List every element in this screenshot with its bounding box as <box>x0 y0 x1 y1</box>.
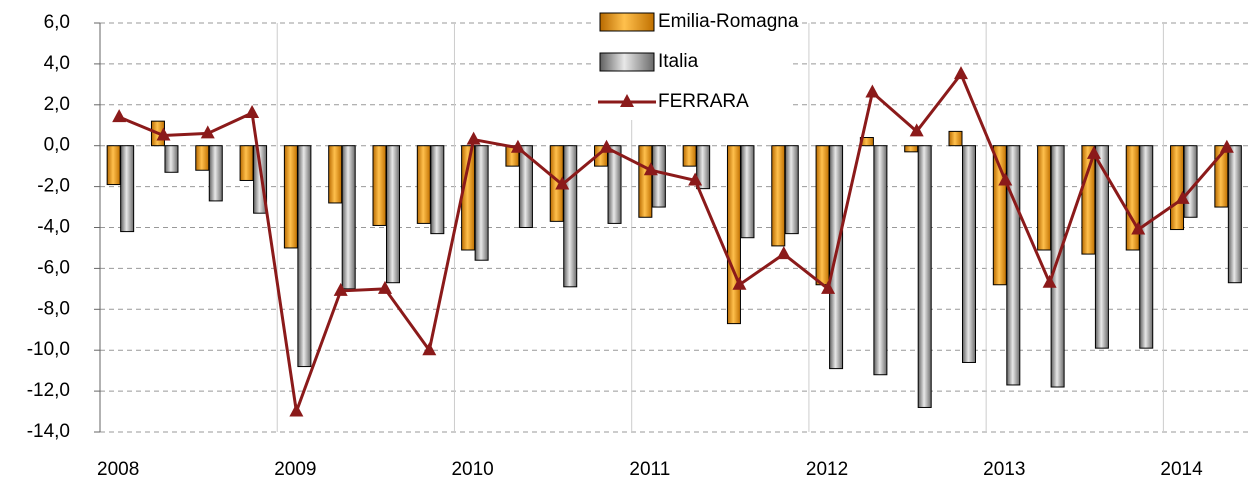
x-tick-label: 2010 <box>451 459 493 480</box>
marker <box>422 342 437 356</box>
marker <box>865 84 880 98</box>
marker <box>821 280 836 294</box>
marker <box>909 123 924 137</box>
bar <box>474 145 489 261</box>
legend-label: Emilia-Romagna <box>658 11 799 32</box>
legend-label: FERRARA <box>658 91 749 112</box>
marker <box>954 66 968 80</box>
bar <box>563 145 578 288</box>
labels: -14,0 -12,0 -10,0 -8,0 -6,0 -4,0 -2,0 0,0 2,0 4,0… <box>27 12 1203 480</box>
marker <box>643 162 658 176</box>
y-tick-label: 6,0 <box>44 12 70 33</box>
bar <box>1037 145 1052 251</box>
marker <box>333 282 348 296</box>
bar <box>120 145 135 233</box>
y-tick-label: -2,0 <box>37 176 70 197</box>
bar <box>297 145 312 368</box>
marker <box>112 109 127 123</box>
y-tick-label: -10,0 <box>27 339 70 360</box>
marker <box>289 403 304 417</box>
y-tick-label: -4,0 <box>37 217 70 238</box>
legend-label: Italia <box>658 51 699 72</box>
bar <box>784 145 799 235</box>
marker <box>1219 139 1234 153</box>
bar <box>1183 145 1198 218</box>
x-tick-label: 2008 <box>97 459 139 480</box>
marker <box>732 276 747 290</box>
y-tick-label: -14,0 <box>27 421 70 442</box>
bar <box>372 145 387 226</box>
legend-swatch <box>599 52 655 72</box>
bar <box>239 145 254 181</box>
bar <box>208 145 223 202</box>
bar <box>1170 145 1185 231</box>
marker <box>1175 190 1190 204</box>
marker <box>599 139 614 153</box>
bar <box>948 130 963 147</box>
bar <box>328 145 343 204</box>
marker <box>998 172 1013 186</box>
line <box>118 71 1228 413</box>
bar <box>106 145 121 186</box>
legend-swatch <box>599 12 655 32</box>
bar <box>771 145 786 247</box>
bar <box>1139 145 1154 349</box>
legend-marker <box>620 94 634 107</box>
bar <box>195 145 210 171</box>
marker <box>466 131 481 145</box>
bar <box>430 145 445 235</box>
x-tick-label: 2009 <box>274 459 316 480</box>
bar <box>682 145 697 167</box>
bar <box>416 145 431 224</box>
bar <box>917 145 932 408</box>
bar <box>638 145 653 218</box>
marker <box>555 176 570 190</box>
bar <box>518 145 533 228</box>
y-tick-label: 2,0 <box>44 94 70 115</box>
marker <box>510 139 525 153</box>
bar <box>1081 145 1096 255</box>
bar <box>740 145 755 239</box>
marker <box>245 104 260 118</box>
x-tick-label: 2011 <box>629 459 670 480</box>
legend: Emilia-Romagna Italia FERRARA <box>592 8 799 120</box>
marker <box>156 127 171 141</box>
y-tick-label: -6,0 <box>37 257 70 278</box>
x-tick-label: 2012 <box>806 459 848 480</box>
bar <box>283 145 298 249</box>
bar <box>651 145 666 208</box>
bar <box>962 145 976 363</box>
bar <box>386 145 400 284</box>
bar <box>341 145 356 290</box>
bar <box>1227 145 1242 284</box>
bar <box>726 145 741 325</box>
bar <box>164 145 179 173</box>
marks <box>106 66 1242 417</box>
marker <box>200 125 215 139</box>
marker <box>688 172 703 186</box>
y-tick-label: -12,0 <box>27 380 70 401</box>
marker <box>1131 221 1146 235</box>
bar <box>815 145 830 286</box>
bar <box>607 145 622 224</box>
bar <box>873 145 888 376</box>
bar <box>1050 145 1065 388</box>
marker <box>378 280 392 294</box>
marker <box>1042 274 1057 288</box>
y-tick-label: 0,0 <box>44 135 70 156</box>
marker <box>776 246 791 260</box>
y-tick-label: -8,0 <box>37 298 70 319</box>
marker <box>1086 145 1101 159</box>
bar <box>904 145 919 153</box>
y-tick-label: 4,0 <box>44 53 70 74</box>
bar <box>696 145 711 190</box>
bar <box>1094 145 1109 349</box>
x-tick-label: 2014 <box>1160 459 1203 480</box>
x-tick-label: 2013 <box>983 459 1025 480</box>
